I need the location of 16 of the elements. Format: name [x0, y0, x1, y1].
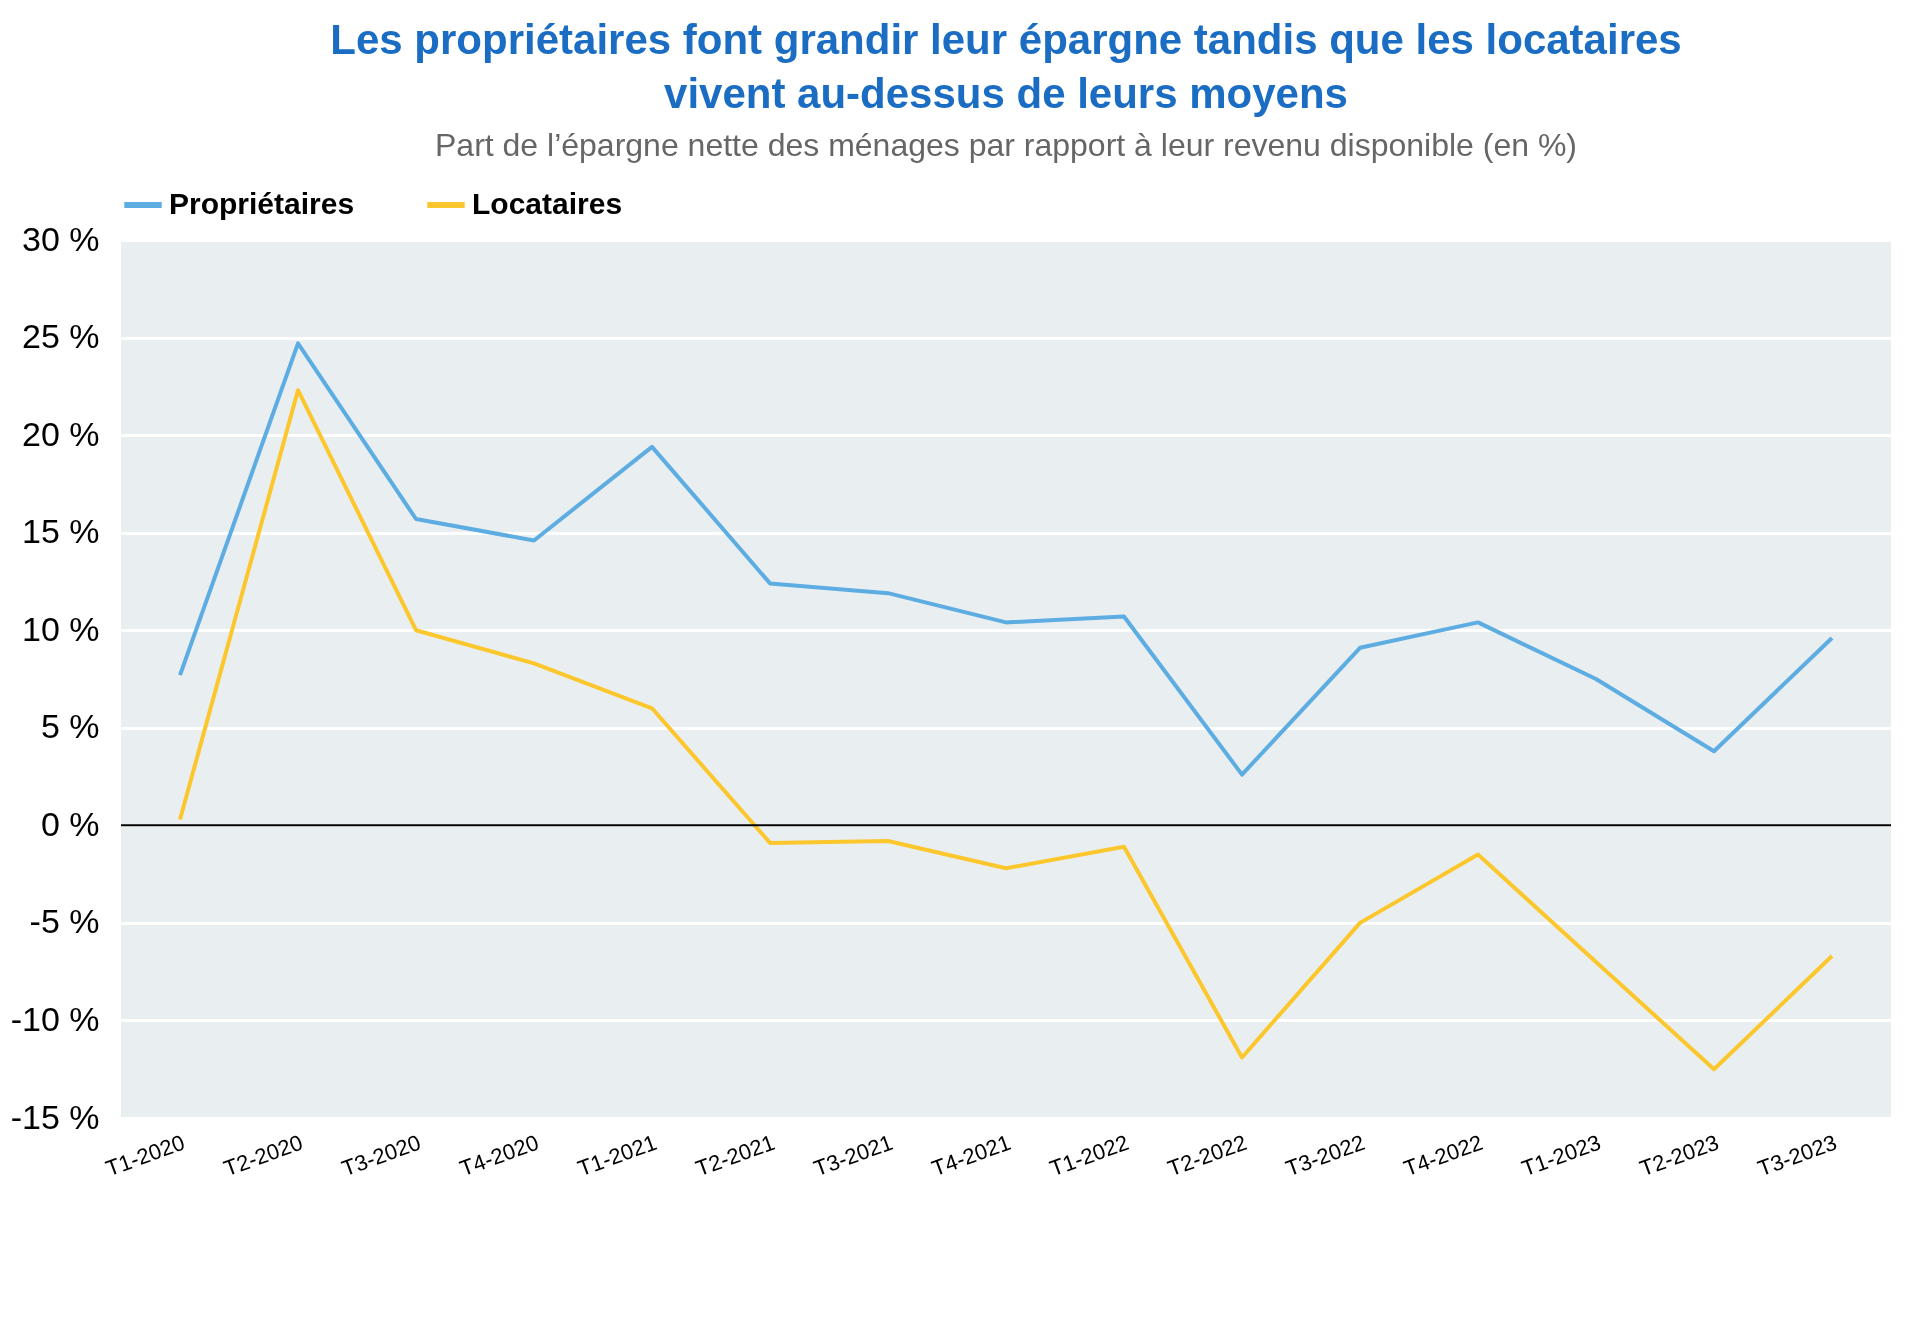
y-tick-label: 5 % [40, 707, 100, 746]
y-tick-label: 25 % [22, 317, 100, 356]
line-series [178, 388, 1834, 1072]
y-tick-label: 15 % [22, 512, 100, 551]
y-tick-label: 10 % [22, 609, 100, 648]
y-tick-label: -10 % [10, 999, 100, 1038]
y-tick-label: -5 % [29, 902, 100, 941]
y-tick-label: 20 % [22, 414, 100, 453]
y-tick-label: -15 % [10, 1097, 100, 1136]
y-tick-label: 0 % [40, 804, 100, 843]
chart-subtitle: Part de l’épargne nette des ménages par rapport à leur revenu disponible (en %) [434, 127, 1578, 163]
legend-label: Propriétaires [169, 187, 355, 220]
chart-title: Les propriétaires font grandir leur épargne tandis que les locataires vivent au-dessus de leurs moyens [330, 16, 1682, 117]
legend-label: Locataires [472, 187, 623, 220]
y-tick-label: 30 % [22, 219, 100, 258]
line-series [178, 341, 1834, 777]
